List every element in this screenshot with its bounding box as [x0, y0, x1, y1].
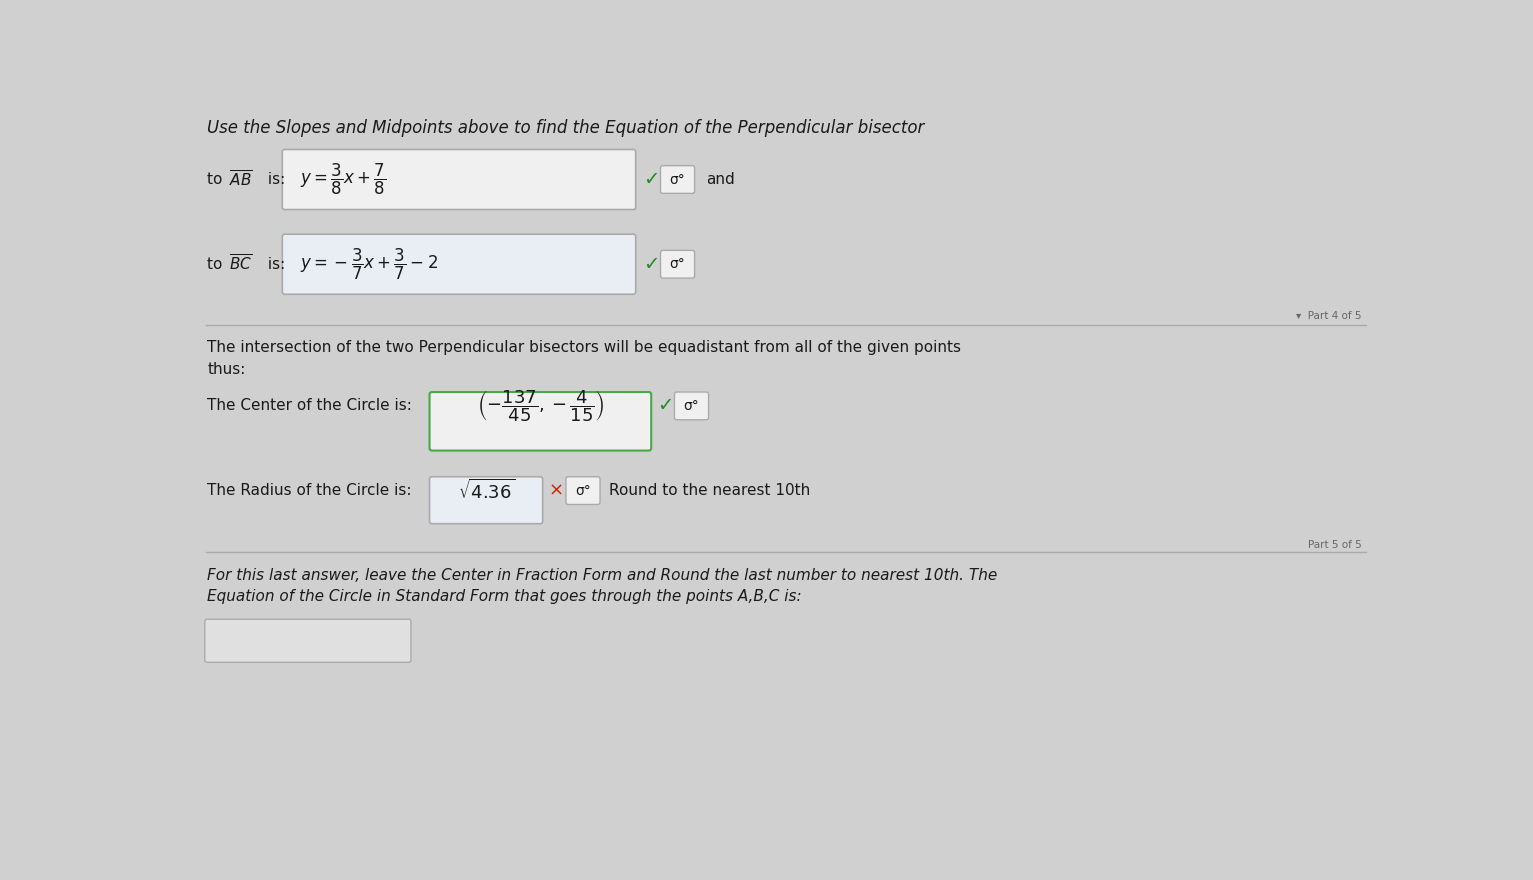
Text: $y = \dfrac{3}{8}x + \dfrac{7}{8}$: $y = \dfrac{3}{8}x + \dfrac{7}{8}$	[300, 162, 386, 197]
Text: $\overline{AB}$: $\overline{AB}$	[228, 170, 253, 189]
Text: $\sqrt{4.36}$: $\sqrt{4.36}$	[458, 479, 515, 502]
Text: Round to the nearest 10th: Round to the nearest 10th	[609, 483, 811, 498]
FancyBboxPatch shape	[566, 477, 599, 504]
FancyBboxPatch shape	[282, 234, 636, 294]
Text: thus:: thus:	[207, 362, 245, 377]
Text: The intersection of the two Perpendicular bisectors will be equadistant from all: The intersection of the two Perpendicula…	[207, 341, 961, 356]
Text: The Radius of the Circle is:: The Radius of the Circle is:	[207, 483, 412, 498]
FancyBboxPatch shape	[205, 620, 411, 663]
Text: $\overline{BC}$: $\overline{BC}$	[228, 254, 251, 275]
FancyBboxPatch shape	[282, 150, 636, 209]
Text: ✓: ✓	[656, 396, 673, 415]
Text: $\left(-\dfrac{137}{45}, -\dfrac{4}{15}\right)$: $\left(-\dfrac{137}{45}, -\dfrac{4}{15}\…	[477, 388, 604, 424]
Text: to: to	[207, 257, 227, 272]
Text: is:: is:	[264, 257, 285, 272]
Text: ▾  Part 4 of 5: ▾ Part 4 of 5	[1297, 312, 1361, 321]
Text: ×: ×	[549, 481, 563, 500]
Text: For this last answer, leave the Center in Fraction Form and Round the last numbe: For this last answer, leave the Center i…	[207, 568, 998, 583]
Text: is:: is:	[264, 172, 285, 187]
Text: ✓: ✓	[642, 254, 659, 274]
Text: $y = -\dfrac{3}{7}x + \dfrac{3}{7} - 2$: $y = -\dfrac{3}{7}x + \dfrac{3}{7} - 2$	[300, 246, 438, 282]
Text: σ°: σ°	[575, 484, 590, 497]
Text: The Center of the Circle is:: The Center of the Circle is:	[207, 399, 412, 414]
Text: to: to	[207, 172, 227, 187]
FancyBboxPatch shape	[661, 165, 694, 194]
Text: σ°: σ°	[684, 399, 699, 413]
FancyBboxPatch shape	[429, 477, 543, 524]
Text: and: and	[707, 172, 734, 187]
FancyBboxPatch shape	[675, 392, 708, 420]
FancyBboxPatch shape	[661, 250, 694, 278]
Text: Part 5 of 5: Part 5 of 5	[1308, 539, 1361, 550]
Text: σ°: σ°	[670, 172, 685, 187]
FancyBboxPatch shape	[429, 392, 652, 451]
Text: σ°: σ°	[670, 257, 685, 271]
Text: Equation of the Circle in Standard Form that goes through the points A,B,C is:: Equation of the Circle in Standard Form …	[207, 590, 802, 605]
Text: Use the Slopes and Midpoints above to find the Equation of the Perpendicular bis: Use the Slopes and Midpoints above to fi…	[207, 120, 924, 137]
Text: ✓: ✓	[642, 170, 659, 189]
